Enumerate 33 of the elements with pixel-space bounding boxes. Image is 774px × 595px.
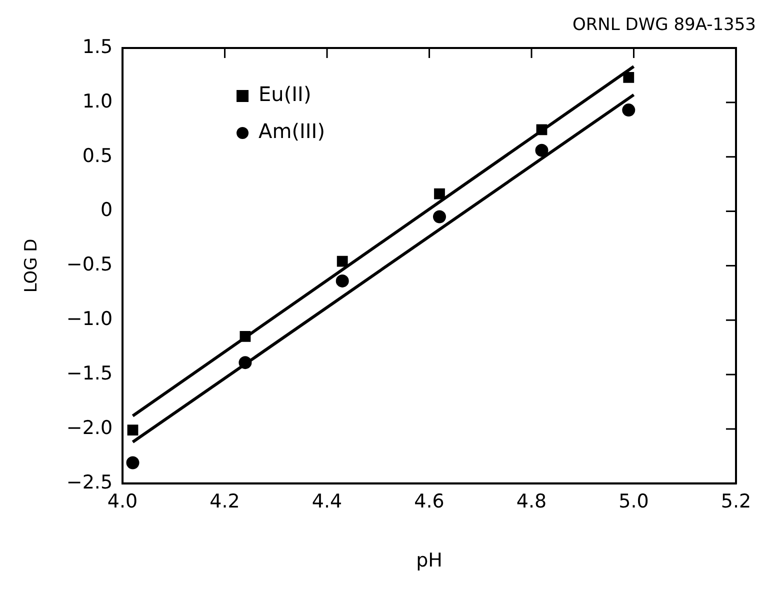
x-tick-label: 5.0 [618, 490, 649, 513]
x-tick-label: 4.8 [516, 490, 547, 513]
y-tick-label: −1.5 [66, 362, 113, 384]
point [623, 72, 634, 83]
y-axis-title: LOG D [22, 238, 42, 293]
y-tick-label: −0.5 [66, 254, 113, 276]
point [127, 424, 138, 436]
x-tick-label: 5.2 [720, 490, 752, 513]
x-tick-label: 4.2 [210, 490, 240, 513]
point [240, 331, 251, 342]
point [432, 210, 446, 224]
y-tick-label: −2.0 [66, 416, 113, 439]
legend-label: Am(III) [258, 119, 326, 144]
x-tick-label: 4.4 [312, 490, 342, 513]
y-tick-label: 1.5 [82, 36, 113, 58]
y-tick-label: 0.5 [82, 144, 113, 167]
x-tick-label: 4.0 [107, 490, 138, 513]
y-tick-label: 1.0 [82, 90, 113, 112]
y-tick-label: 0 [100, 199, 113, 222]
x-axis-title: pH [416, 550, 442, 572]
x-tick-label: 4.6 [414, 490, 444, 513]
y-tick-label: −2.5 [66, 471, 113, 494]
point [126, 456, 140, 470]
point [622, 104, 636, 117]
y-tick-label: −1.0 [66, 308, 113, 330]
legend-label: Eu(II) [258, 82, 312, 106]
point [238, 356, 252, 370]
point [434, 188, 445, 200]
point [336, 256, 348, 267]
point [536, 124, 548, 136]
text: ORNL DWG 89A-1353 [572, 15, 756, 35]
point [535, 144, 548, 157]
point [336, 274, 349, 288]
